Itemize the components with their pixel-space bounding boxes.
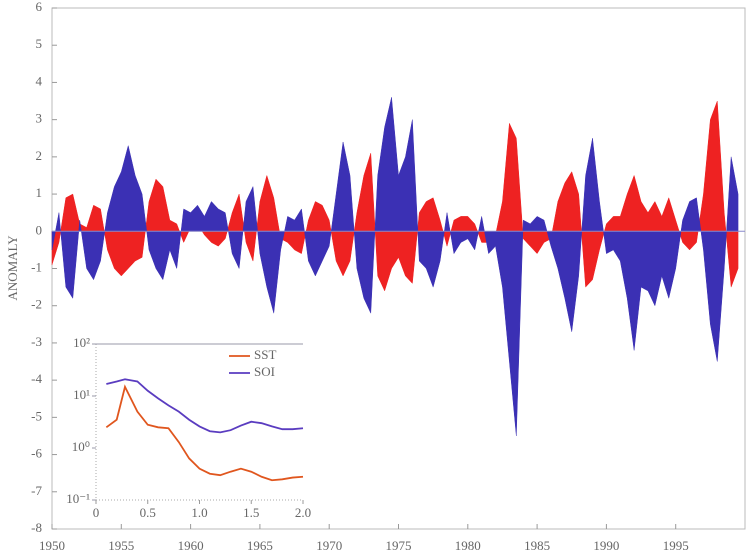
y-tick-label: -1: [31, 259, 42, 274]
y-tick-label: -8: [31, 520, 42, 535]
y-tick-label: -2: [31, 297, 42, 312]
inset-x-tick-label: 0.5: [140, 505, 156, 520]
y-tick-label: 2: [36, 148, 43, 163]
line: [105, 384, 304, 482]
inset-y-tick-label: 10⁰: [72, 439, 90, 454]
line: [106, 378, 304, 434]
inset-x-tick-label: 1.5: [243, 505, 259, 520]
inset-x-tick-label: 2.0: [295, 505, 311, 520]
y-tick-label: -6: [31, 446, 42, 461]
inset-x-tick-label: 1.0: [191, 505, 207, 520]
x-tick-label: 1955: [108, 538, 134, 553]
inset-y-tick-label: 10⁻¹: [66, 491, 90, 506]
inset-y-tick-label: 10¹: [73, 387, 90, 402]
x-tick-label: 1950: [39, 538, 65, 553]
legend-label: SST: [254, 347, 276, 362]
y-axis-label: ANOMALY: [5, 235, 20, 301]
x-tick-label: 1970: [316, 538, 342, 553]
y-tick-label: 5: [36, 36, 43, 51]
y-tick-label: -3: [31, 334, 42, 349]
x-tick-label: 1975: [386, 538, 412, 553]
y-tick-label: 1: [36, 185, 43, 200]
y-tick-label: 6: [36, 0, 43, 14]
legend-label: SOI: [254, 364, 275, 379]
area: [51, 100, 739, 292]
y-tick-label: -5: [31, 408, 42, 423]
y-tick-label: 3: [36, 111, 43, 126]
x-tick-label: 1995: [663, 538, 689, 553]
area: [51, 97, 739, 436]
x-tick-label: 1960: [178, 538, 204, 553]
y-tick-label: -7: [31, 483, 42, 498]
inset-y-tick-label: 10²: [73, 335, 90, 350]
x-tick-label: 1990: [593, 538, 619, 553]
x-tick-label: 1985: [524, 538, 550, 553]
y-tick-label: 0: [36, 222, 43, 237]
y-tick-label: 4: [36, 73, 43, 88]
inset-x-tick-label: 0: [93, 505, 100, 520]
x-tick-label: 1965: [247, 538, 273, 553]
x-tick-label: 1980: [455, 538, 481, 553]
y-tick-label: -4: [31, 371, 42, 386]
